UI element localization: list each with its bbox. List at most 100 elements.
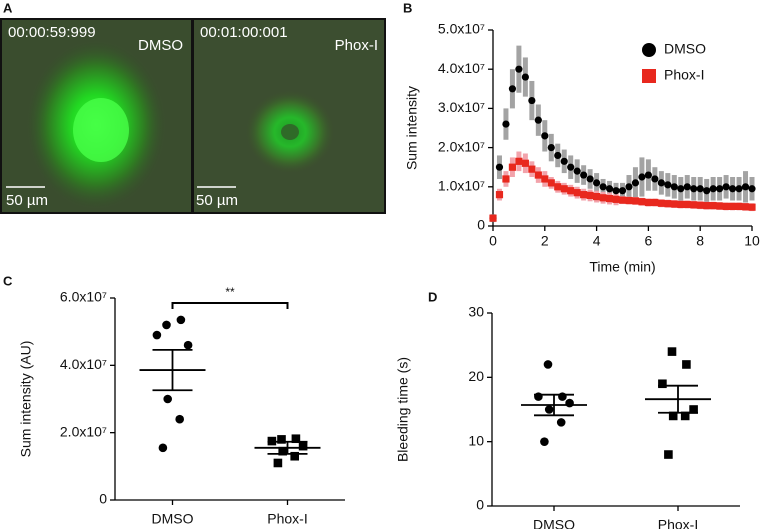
data-point — [658, 379, 667, 389]
data-point — [547, 179, 555, 187]
y-axis-label: Sum intensity (AU) — [18, 341, 34, 458]
legend-marker — [642, 43, 656, 57]
data-point — [722, 202, 730, 210]
data-point — [586, 191, 594, 200]
scale-label: 50 µm — [6, 192, 48, 209]
data-point — [277, 435, 286, 444]
data-point — [722, 183, 730, 191]
legend-label: DMSO — [664, 41, 706, 57]
data-point — [735, 202, 743, 210]
data-point — [651, 175, 659, 183]
data-point — [680, 411, 690, 421]
data-point — [163, 394, 172, 404]
data-point — [612, 195, 620, 203]
data-point — [593, 179, 601, 187]
legend-marker — [642, 69, 656, 83]
data-point — [696, 185, 704, 193]
y-tick-label: 2.0x10⁷ — [60, 423, 107, 439]
data-point — [560, 157, 568, 165]
significance-label: ** — [225, 285, 235, 299]
significance-bracket — [171, 302, 289, 309]
data-point — [515, 65, 523, 73]
data-point — [664, 200, 672, 208]
data-point — [560, 185, 568, 193]
data-point — [508, 163, 517, 171]
data-point — [703, 202, 711, 210]
data-point — [631, 197, 640, 205]
data-point — [689, 405, 698, 414]
data-point — [625, 183, 633, 191]
data-point — [667, 347, 677, 356]
y-tick-label: 3.0x10⁷ — [438, 99, 485, 115]
scale-label: 50 µm — [196, 192, 238, 209]
data-point — [528, 96, 536, 105]
data-point — [580, 171, 588, 179]
data-point — [495, 191, 504, 199]
data-point — [162, 320, 171, 330]
data-point — [540, 437, 549, 446]
data-point — [567, 163, 575, 171]
data-point — [716, 202, 724, 210]
data-point — [534, 392, 543, 401]
data-point — [175, 414, 184, 424]
data-point — [558, 392, 567, 401]
data-point — [521, 159, 529, 167]
x-tick-label: DMSO — [533, 517, 575, 529]
data-point — [567, 187, 575, 195]
image-label: Phox-I — [335, 37, 378, 54]
data-point — [638, 173, 646, 181]
y-tick-label: 5.0x10⁷ — [438, 21, 485, 37]
data-point — [502, 175, 510, 183]
data-point — [528, 165, 536, 173]
data-point — [605, 185, 614, 193]
data-point — [278, 446, 287, 456]
data-point — [541, 132, 549, 140]
x-tick-label: 10 — [744, 233, 760, 249]
data-point — [709, 202, 717, 210]
data-point — [556, 418, 566, 427]
data-point — [664, 181, 672, 189]
y-axis-label: Bleeding time (s) — [395, 357, 411, 462]
panel-label: C — [3, 273, 13, 288]
data-point — [489, 214, 497, 222]
data-point — [605, 194, 614, 203]
data-point — [554, 151, 562, 160]
data-point — [176, 315, 186, 325]
data-point — [534, 171, 542, 179]
y-tick-label: 0 — [99, 491, 107, 507]
data-point — [657, 179, 665, 187]
data-point — [586, 175, 594, 183]
data-point — [748, 185, 756, 193]
data-point — [631, 179, 640, 187]
y-tick-label: 0 — [477, 217, 485, 233]
x-tick-label: 2 — [541, 233, 549, 249]
x-tick-label: 8 — [696, 233, 704, 249]
y-tick-label: 30 — [468, 304, 484, 320]
data-point — [644, 198, 652, 207]
data-point — [670, 183, 678, 191]
data-point — [573, 189, 581, 197]
panel-label: B — [403, 0, 412, 15]
data-point — [690, 201, 698, 209]
data-point — [534, 116, 542, 124]
data-point — [618, 196, 627, 204]
data-point — [728, 202, 737, 210]
data-point — [291, 434, 301, 444]
data-point — [502, 120, 510, 128]
data-point — [290, 451, 299, 461]
data-point — [741, 203, 750, 211]
data-point — [599, 194, 607, 202]
y-tick-label: 4.0x10⁷ — [60, 356, 107, 372]
x-axis-label: Time (min) — [589, 259, 655, 275]
data-point — [670, 200, 678, 208]
data-point — [593, 193, 601, 201]
y-tick-label: 2.0x10⁷ — [438, 138, 485, 154]
fluorescence — [73, 98, 129, 162]
data-point — [741, 183, 750, 191]
data-point — [543, 360, 553, 369]
y-tick-label: 20 — [468, 368, 484, 384]
fluorescence — [281, 124, 299, 140]
data-point — [735, 185, 743, 193]
timestamp: 00:01:00:001 — [200, 24, 288, 41]
data-point — [651, 198, 659, 207]
